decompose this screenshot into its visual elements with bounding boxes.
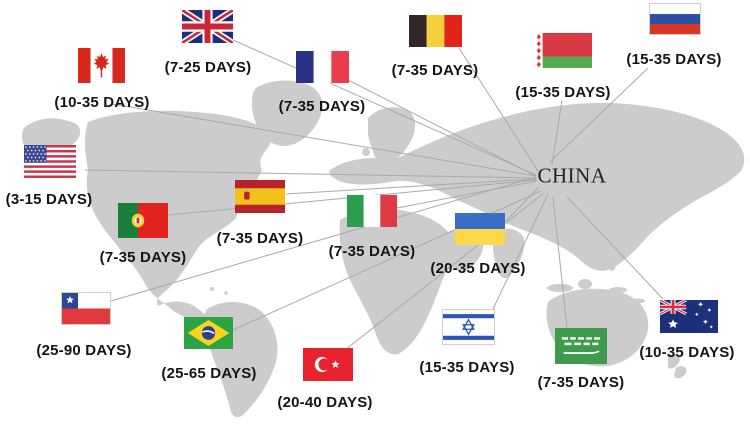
flag-turkey [303,348,353,381]
flag-saudi-arabia-graphic [555,328,607,364]
shipping-days-uk: (7-25 DAYS) [164,59,252,76]
landmass-north-america [85,110,272,330]
flag-brazil-graphic [184,317,233,349]
flag-israel [442,309,495,345]
flag-canada [78,48,125,83]
flag-ukraine-graphic [455,213,505,245]
flag-australia-graphic [660,300,718,333]
route-line-belgium [458,47,539,172]
shipping-days-portugal: (7-35 DAYS) [99,249,187,266]
island-indonesia [547,284,573,292]
landmass-greenland [252,80,323,147]
flag-belarus-graphic [535,33,592,68]
flag-france-graphic [296,51,349,83]
island-japan [602,203,624,243]
flag-italy-graphic [347,195,397,227]
flag-portugal-graphic [118,203,168,238]
shipping-days-brazil: (25-65 DAYS) [161,365,257,382]
shipping-days-italy: (7-35 DAYS) [328,243,416,260]
flag-chile-graphic [62,293,110,324]
shipping-days-chile: (25-90 DAYS) [36,342,132,359]
shipping-days-usa: (3-15 DAYS) [5,191,93,208]
route-line-uk [232,39,537,176]
flag-australia [660,300,718,333]
china-label: CHINA [537,163,607,188]
flag-ukraine [455,213,505,245]
shipping-days-france: (7-35 DAYS) [278,98,366,115]
route-line-usa [84,169,537,179]
flag-belgium-graphic [409,15,462,47]
island-philippines [608,255,616,271]
island-new-zealand [668,353,680,369]
shipping-days-turkey: (20-40 DAYS) [277,394,373,411]
island-ireland [362,148,370,156]
flag-uk-graphic [182,10,233,43]
island-caribbean [210,287,214,291]
flag-russia-graphic [650,4,700,34]
flag-spain-graphic [235,180,285,213]
route-line-australia [566,196,664,300]
route-line-turkey [344,192,545,351]
flag-italy [347,195,397,227]
shipping-days-belarus: (15-35 DAYS) [515,84,611,101]
flag-spain [235,180,285,213]
flag-france [296,51,349,83]
landmass-africa [339,208,457,355]
shipping-days-spain: (7-35 DAYS) [216,230,304,247]
flag-turkey-graphic [303,348,353,381]
flag-chile [61,292,111,325]
flag-israel-graphic [443,310,494,344]
island-borneo [578,279,592,289]
shipping-days-belgium: (7-35 DAYS) [391,62,479,79]
flag-belgium [409,15,462,47]
route-line-italy [396,180,538,209]
flag-brazil [184,317,233,349]
shipping-days-russia: (15-35 DAYS) [626,51,722,68]
route-line-canada [111,103,537,177]
shipping-days-saudi-arabia: (7-35 DAYS) [537,374,625,391]
shipping-days-canada: (10-35 DAYS) [54,94,150,111]
route-line-chile [110,176,537,302]
flag-portugal [118,203,168,238]
island-new-zealand [674,366,687,379]
shipping-days-australia: (10-35 DAYS) [639,344,735,361]
route-line-israel [491,193,549,312]
flag-uk [182,10,233,43]
route-line-ukraine [504,186,540,223]
flag-belarus [535,33,592,68]
route-line-saudi-arabia [552,196,568,329]
shipping-days-ukraine: (20-35 DAYS) [430,260,526,277]
island-caribbean [224,291,228,295]
flag-usa-graphic [24,145,76,178]
island-iceland [298,115,316,127]
route-line-russia [549,67,649,163]
route-line-france [347,79,537,177]
flag-russia [649,3,701,35]
route-line-belarus [551,99,563,166]
flag-usa [24,145,76,178]
route-line-spain [285,178,537,195]
flag-canada-graphic [78,48,125,83]
landmass-eurasia [329,102,745,271]
shipping-days-israel: (15-35 DAYS) [419,359,515,376]
flag-saudi-arabia [555,328,607,364]
